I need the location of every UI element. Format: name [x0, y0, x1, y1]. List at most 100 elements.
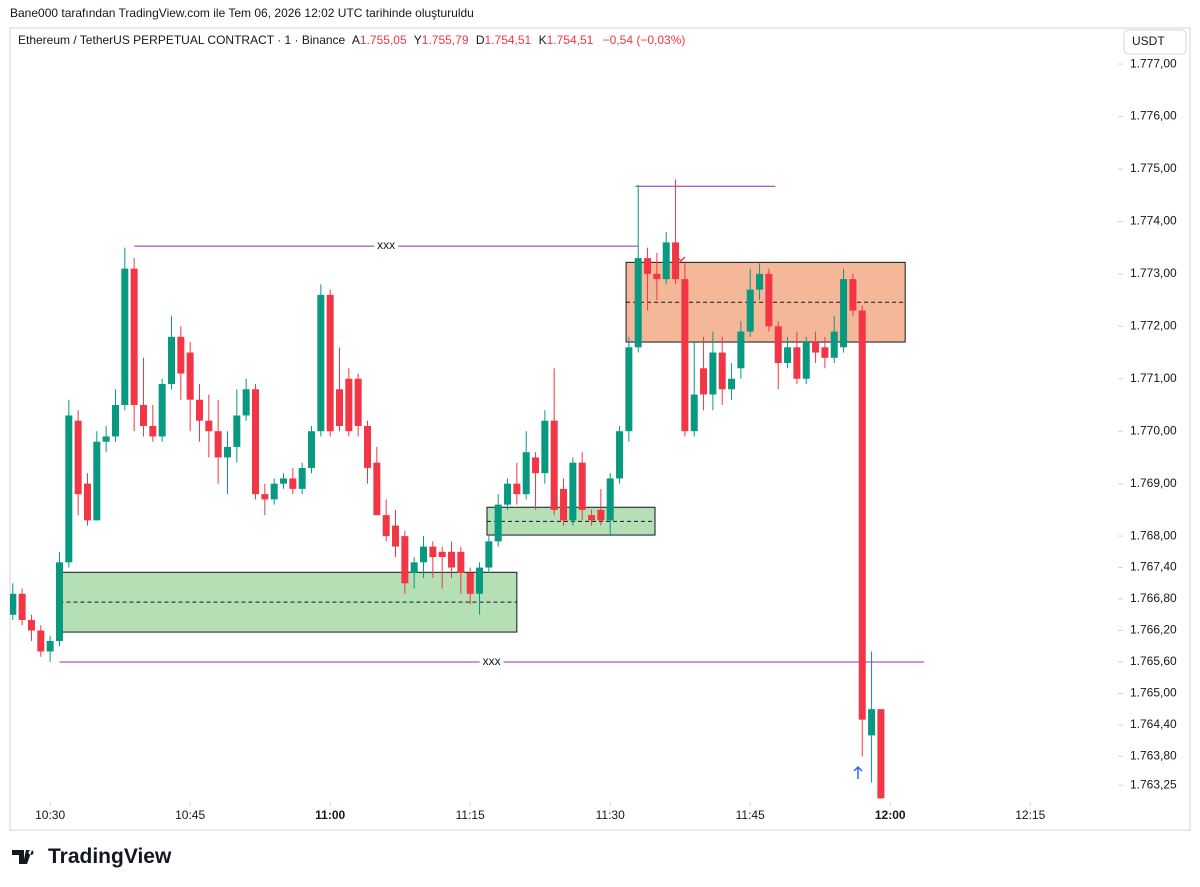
candle-body [821, 347, 829, 358]
candle [317, 284, 325, 437]
candle [840, 268, 848, 353]
candle-body [308, 431, 316, 468]
candle-body [868, 709, 876, 736]
candle-body [672, 242, 680, 280]
candle [653, 252, 661, 301]
y-tick-label: 1.767,40 [1130, 560, 1177, 574]
chart-frame [9, 27, 1191, 831]
candle-body [522, 452, 530, 495]
brand-logo: TradingView [12, 845, 171, 869]
candle-body [410, 562, 418, 573]
candle [167, 315, 175, 390]
x-tick-label: 11:00 [315, 808, 345, 822]
candle [868, 651, 876, 783]
candle [700, 336, 708, 411]
candle-body [83, 483, 91, 521]
candle [812, 331, 820, 364]
candle-body [242, 389, 250, 416]
level-label: xxx [377, 238, 395, 252]
candle-body [130, 268, 138, 405]
x-tick-label: 12:00 [875, 808, 906, 822]
candle [195, 384, 203, 442]
candle [597, 488, 605, 526]
x-tick-label: 10:45 [175, 808, 205, 822]
y-tick-label: 1.765,00 [1130, 686, 1177, 700]
candle [681, 263, 689, 437]
candle [457, 546, 465, 594]
candle-body [858, 310, 866, 720]
candle [214, 399, 222, 484]
candle-body [700, 368, 708, 395]
candle-body [289, 478, 297, 489]
candle [522, 431, 530, 500]
header-note: Bane000 tarafından TradingView.com ile T… [10, 6, 474, 20]
open-key: A [352, 33, 360, 47]
candle-body [223, 446, 231, 458]
low-value: 1.754,51 [485, 33, 532, 47]
candle [177, 326, 185, 400]
candle-body [634, 258, 642, 348]
close-key: K [539, 33, 547, 47]
currency-box[interactable] [1123, 29, 1187, 55]
x-tick-label: 11:45 [736, 808, 765, 822]
candle-body [840, 279, 848, 348]
candle-body [560, 488, 568, 521]
candle [429, 541, 437, 579]
candle [541, 410, 549, 484]
candle-body [457, 551, 465, 573]
candle-body [177, 336, 185, 374]
candle [74, 410, 82, 516]
candle [802, 336, 810, 385]
candle [364, 420, 372, 484]
y-tick-label: 1.765,60 [1130, 654, 1177, 668]
candle-body [494, 504, 502, 542]
candle [289, 467, 297, 495]
candle [550, 368, 558, 516]
candle-body [121, 268, 129, 405]
candle-body [550, 420, 558, 510]
candle [560, 478, 568, 526]
candle-body [728, 378, 736, 390]
chart: Ethereum / TetherUS PERPETUAL CONTRACT ·… [9, 27, 1191, 831]
currency[interactable]: USDT [1132, 34, 1165, 48]
candle [746, 268, 754, 337]
candle-body [27, 620, 35, 631]
candle [298, 462, 306, 495]
candle-body [774, 326, 782, 364]
candle [373, 446, 381, 516]
candle [616, 425, 624, 484]
candle [186, 342, 194, 432]
candle-body [448, 551, 456, 568]
candle-body [588, 515, 596, 521]
candle [504, 478, 512, 510]
candle-body [690, 394, 698, 432]
candle [606, 473, 614, 537]
candle [420, 536, 428, 579]
candle-body [392, 525, 400, 547]
candle-body [158, 384, 166, 437]
candle [326, 289, 334, 437]
candle [27, 614, 35, 641]
candle [830, 315, 838, 364]
candle-body [420, 546, 428, 563]
candle [438, 546, 446, 589]
candle-body [345, 378, 353, 432]
candle-body [485, 541, 493, 568]
legend-line: Ethereum / TetherUS PERPETUAL CONTRACT ·… [18, 33, 685, 47]
candle-body [830, 331, 838, 358]
candle-body [270, 483, 278, 500]
y-tick-label: 1.763,80 [1130, 749, 1177, 763]
candle [93, 431, 101, 521]
candle-body [532, 457, 540, 474]
candle-body [765, 273, 773, 327]
high-value: 1.755,79 [422, 33, 469, 47]
candle-body [65, 415, 73, 563]
candle-body [578, 462, 586, 510]
candle [55, 551, 63, 647]
candle [261, 483, 269, 516]
candle [158, 378, 166, 442]
candle [690, 342, 698, 437]
candle-body [793, 347, 801, 379]
candle-body [326, 294, 334, 432]
candle [634, 184, 642, 353]
